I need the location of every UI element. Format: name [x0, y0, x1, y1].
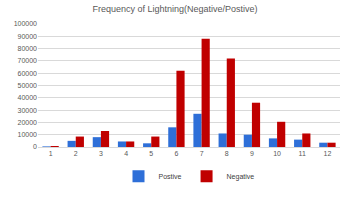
- svg-text:40000: 40000: [18, 94, 38, 101]
- svg-text:2: 2: [74, 150, 78, 157]
- svg-text:10: 10: [273, 150, 281, 157]
- svg-text:30000: 30000: [18, 107, 38, 114]
- svg-text:0: 0: [33, 143, 37, 150]
- svg-text:90000: 90000: [18, 33, 38, 40]
- svg-text:Frequency of Lightning(Negativ: Frequency of Lightning(Negative/Postive): [92, 4, 257, 14]
- svg-text:4: 4: [124, 150, 128, 157]
- svg-text:12: 12: [324, 150, 332, 157]
- svg-text:9: 9: [250, 150, 254, 157]
- svg-text:3: 3: [99, 150, 103, 157]
- svg-text:50000: 50000: [18, 82, 38, 89]
- svg-text:5: 5: [149, 150, 153, 157]
- svg-text:10000: 10000: [18, 131, 38, 138]
- svg-text:Negative: Negative: [227, 173, 255, 181]
- svg-text:6: 6: [174, 150, 178, 157]
- svg-text:11: 11: [299, 150, 306, 157]
- svg-text:1: 1: [49, 150, 53, 157]
- svg-text:60000: 60000: [18, 70, 38, 77]
- svg-text:8: 8: [225, 150, 229, 157]
- svg-text:20000: 20000: [18, 119, 38, 126]
- svg-text:100000: 100000: [14, 20, 37, 27]
- svg-text:7: 7: [200, 150, 204, 157]
- svg-text:80000: 80000: [18, 45, 38, 52]
- svg-text:Postive: Postive: [159, 173, 182, 180]
- svg-text:70000: 70000: [18, 57, 38, 64]
